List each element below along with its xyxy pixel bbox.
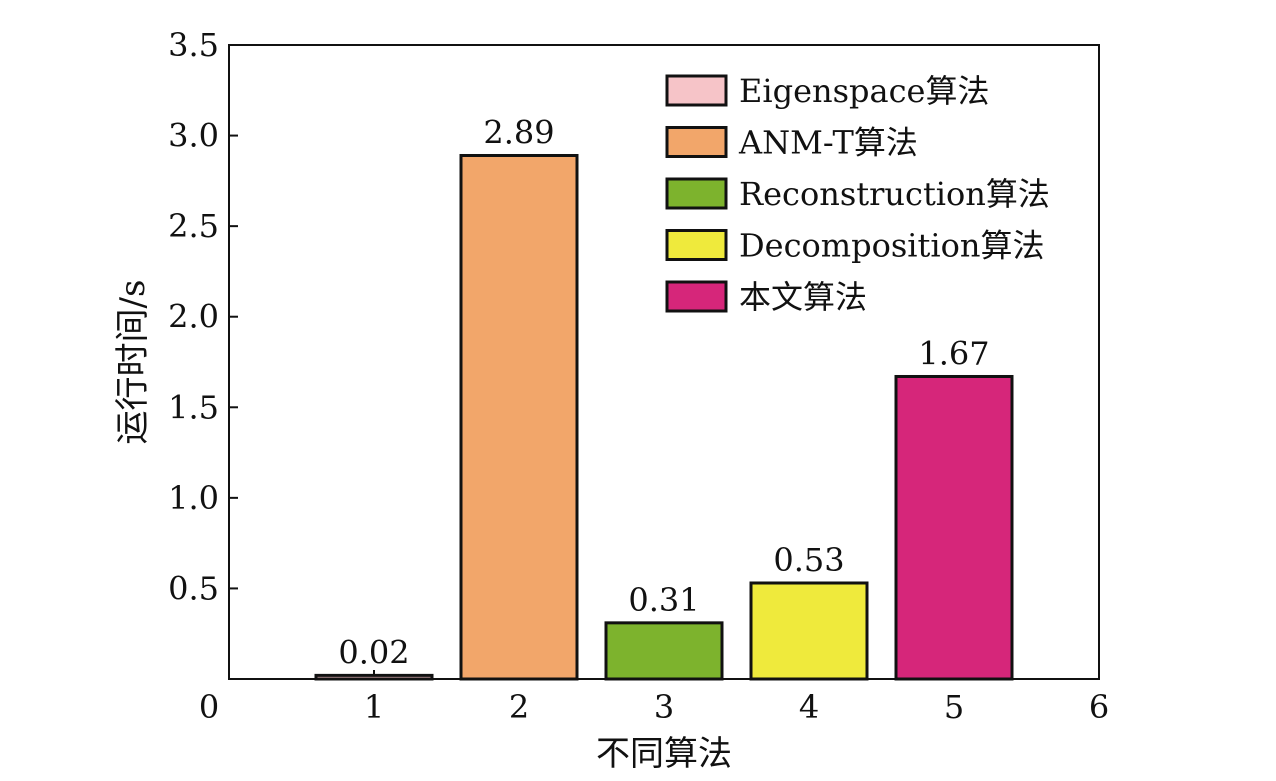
bar-value-label-5: 1.67 xyxy=(918,334,989,372)
y-tick-label: 2.0 xyxy=(168,298,219,336)
x-tick-label: 1 xyxy=(364,688,384,726)
x-axis-title: 不同算法 xyxy=(596,734,732,774)
y-tick-label: 3.5 xyxy=(168,26,219,64)
bars: 0.02 2.89 0.31 0.53 1.67 xyxy=(314,113,1014,681)
legend-label-5: 本文算法 xyxy=(739,278,867,316)
x-tick-label: 6 xyxy=(1089,688,1109,726)
x-tick-label: 3 xyxy=(654,688,674,726)
bar-1 xyxy=(314,673,434,681)
bar-value-label-1: 0.02 xyxy=(338,633,409,671)
legend-swatch-3 xyxy=(665,177,728,210)
legend-label-3: Reconstruction算法 xyxy=(739,175,1050,213)
y-tick-label: 0.5 xyxy=(168,569,219,607)
y-tick-label: 1.0 xyxy=(168,479,219,517)
x-tick-label: 0 xyxy=(199,688,219,726)
y-tick-label: 3.0 xyxy=(168,117,219,155)
y-axis-title: 运行时间/s xyxy=(113,280,153,445)
legend-swatch-5 xyxy=(665,280,728,313)
x-tick-label: 2 xyxy=(509,688,529,726)
bar-value-label-2: 2.89 xyxy=(483,113,554,151)
legend-label-1: Eigenspace算法 xyxy=(739,72,989,110)
legend: Eigenspace算法 ANM-T算法 Reconstruction算法 Decom… xyxy=(665,72,1050,316)
y-tick-label: 2.5 xyxy=(168,207,219,245)
bar-value-label-4: 0.53 xyxy=(773,541,844,579)
y-tick-label: 1.5 xyxy=(168,388,219,426)
legend-label-4: Decomposition算法 xyxy=(739,227,1045,265)
x-axis-ticks: 0 1 2 3 4 5 6 xyxy=(199,670,1109,726)
legend-swatch-2 xyxy=(665,126,728,158)
legend-swatch-1 xyxy=(665,74,728,107)
x-tick-label: 4 xyxy=(799,688,819,726)
bar-3 xyxy=(604,621,724,681)
bar-5 xyxy=(894,374,1014,681)
legend-swatch-4 xyxy=(665,229,728,261)
y-axis-ticks: 0.5 1.0 1.5 2.0 2.5 3.0 3.5 xyxy=(168,26,238,607)
bar-value-label-3: 0.31 xyxy=(628,581,699,619)
bar-2 xyxy=(459,153,579,681)
x-tick-label: 5 xyxy=(944,688,964,726)
legend-label-2: ANM-T算法 xyxy=(738,124,918,162)
bar-4 xyxy=(749,581,869,681)
